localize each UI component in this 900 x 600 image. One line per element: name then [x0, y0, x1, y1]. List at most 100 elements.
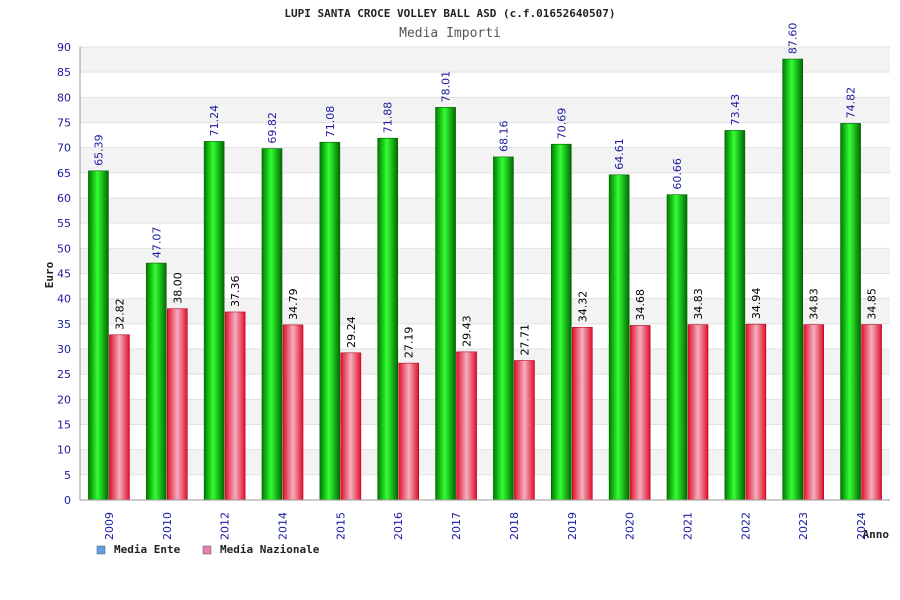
bar-media-nazionale	[861, 324, 882, 501]
bar-value-label: 37.36	[229, 275, 242, 307]
bar-media-ente	[261, 148, 283, 501]
bars: 65.39 32.82 47.07 38.00 71.24 37.36 69.82 34.79…	[88, 23, 882, 501]
bar-media-ente	[608, 174, 630, 501]
bar-value-label: 32.82	[113, 298, 126, 330]
bar-value-label: 34.68	[634, 289, 647, 321]
bar-media-ente	[493, 156, 514, 501]
bar-media-nazionale	[687, 324, 709, 501]
bar-media-ente	[840, 123, 861, 501]
bar-value-label: 34.85	[866, 288, 879, 320]
bar-media-nazionale	[109, 334, 130, 501]
y-tick-label: 80	[57, 91, 71, 104]
y-tick-label: 50	[57, 242, 71, 255]
x-tick-label: 2017	[450, 512, 463, 540]
bar-media-nazionale	[340, 352, 362, 501]
legend-label-media-nazionale: Media Nazionale	[220, 543, 320, 556]
bar-value-label: 70.69	[555, 108, 568, 140]
x-tick-label: 2010	[161, 512, 174, 540]
y-tick-label: 25	[57, 368, 71, 381]
bar-value-label: 87.60	[787, 23, 800, 55]
grid-band	[80, 298, 890, 324]
bar-value-label: 60.66	[671, 158, 684, 190]
bar-value-label: 74.82	[845, 87, 858, 119]
bar-media-nazionale	[398, 362, 420, 501]
x-tick-label: 2016	[392, 512, 405, 540]
bar-value-label: 34.79	[287, 288, 300, 320]
bar-value-label: 34.83	[808, 288, 821, 320]
y-tick-label: 70	[57, 142, 71, 155]
bar-value-label: 71.88	[382, 102, 395, 134]
y-tick-label: 30	[57, 343, 71, 356]
grid-band	[80, 198, 890, 224]
x-tick-label: 2019	[566, 512, 579, 540]
bar-media-ente	[550, 143, 572, 501]
bar-value-label: 34.94	[750, 288, 763, 320]
bar-value-label: 38.00	[171, 272, 184, 304]
bar-value-label: 73.43	[729, 94, 742, 126]
y-tick-label: 65	[57, 167, 71, 180]
bar-value-label: 34.83	[692, 288, 705, 320]
x-tick-label: 2012	[219, 512, 232, 540]
x-tick-label: 2009	[103, 512, 116, 540]
bar-value-label: 27.71	[518, 324, 531, 356]
bar-media-ente	[666, 194, 688, 501]
bar-media-ente	[203, 141, 225, 501]
x-tick-label: 2020	[624, 512, 637, 540]
x-tick-label: 2015	[334, 512, 347, 540]
bar-media-ente	[724, 130, 746, 501]
bar-media-nazionale	[745, 323, 767, 501]
chart-subtitle: Media Importi	[399, 26, 501, 41]
bar-media-nazionale	[166, 308, 188, 501]
bar-value-label: 71.24	[208, 105, 221, 137]
bar-media-nazionale	[456, 351, 477, 501]
grid-band	[80, 147, 890, 173]
y-tick-label: 45	[57, 268, 71, 281]
grid-band	[80, 399, 890, 425]
x-axis-ticks: 2009 2010 2012 2014 2015 2016 2017 2018 2019 2020…	[103, 512, 868, 540]
bar-media-ente	[377, 137, 399, 501]
y-axis-label: Euro	[43, 261, 56, 288]
legend-swatch-media-nazionale	[202, 545, 212, 555]
bar-media-ente	[319, 141, 341, 501]
bar-value-label: 78.01	[440, 71, 453, 103]
bar-media-ente	[435, 107, 456, 501]
y-tick-label: 40	[57, 293, 71, 306]
y-tick-label: 20	[57, 393, 71, 406]
x-tick-label: 2023	[797, 512, 810, 540]
legend-swatch-media-ente	[96, 545, 106, 555]
bar-media-nazionale	[571, 326, 593, 501]
y-tick-label: 10	[57, 444, 71, 457]
y-tick-label: 85	[57, 66, 71, 79]
x-axis-label: Anno	[863, 528, 890, 541]
grid-bands	[80, 47, 890, 475]
x-tick-label: 2014	[277, 512, 290, 540]
bar-media-ente	[88, 170, 109, 501]
legend: Media Ente Media Nazionale	[96, 543, 320, 556]
bar-media-nazionale	[803, 324, 825, 501]
grid-band	[80, 97, 890, 123]
x-tick-label: 2021	[682, 512, 695, 540]
y-tick-label: 55	[57, 217, 71, 230]
bar-value-label: 29.43	[461, 315, 474, 347]
y-tick-label: 90	[57, 41, 71, 54]
y-axis-ticks: 0 5 10 15 20 25 30 35 40 45 50 55 60 65 70 75 80 85 90	[57, 41, 71, 507]
grid-band	[80, 449, 890, 475]
y-tick-label: 5	[64, 469, 71, 482]
grid-band	[80, 349, 890, 375]
legend-label-media-ente: Media Ente	[114, 543, 181, 556]
bar-media-nazionale	[282, 324, 304, 501]
y-tick-label: 35	[57, 318, 71, 331]
bar-value-label: 71.08	[324, 106, 337, 138]
grid-band	[80, 47, 890, 73]
bar-media-nazionale	[224, 311, 246, 501]
y-tick-label: 0	[64, 494, 71, 507]
bar-media-nazionale	[629, 325, 651, 501]
bar-value-label: 47.07	[150, 227, 163, 259]
bar-value-label: 65.39	[92, 134, 105, 166]
grid-band	[80, 248, 890, 274]
bar-media-ente	[782, 58, 804, 501]
y-tick-label: 60	[57, 192, 71, 205]
bar-value-label: 29.24	[345, 316, 358, 348]
bar-value-label: 68.16	[497, 120, 510, 152]
